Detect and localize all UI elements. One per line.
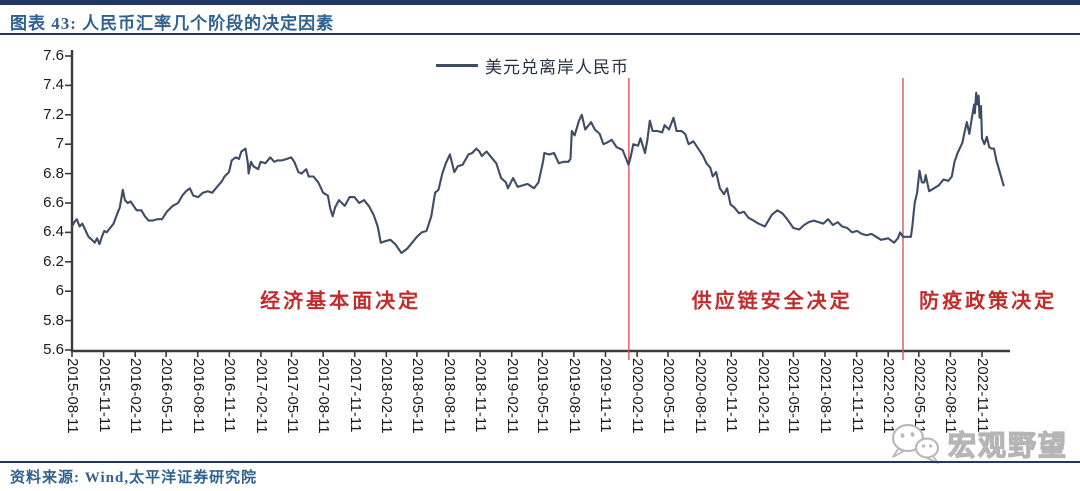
x-axis-tick-label: 2020-08-11: [691, 358, 709, 434]
y-axis-tick-label: 5.8: [43, 311, 64, 329]
y-axis-tick-label: 6.6: [43, 194, 64, 211]
x-axis-tick-label: 2016-05-11: [158, 358, 176, 434]
watermark-text: 宏观野望: [947, 429, 1069, 461]
x-axis-tick-label: 2015-08-11: [64, 358, 81, 434]
phase-annotation: 供应链安全决定: [691, 290, 853, 313]
x-axis-tick-label: 2017-02-11: [252, 358, 270, 434]
wechat-icon: [891, 423, 940, 464]
x-axis-tick-label: 2019-05-11: [534, 358, 552, 434]
y-axis-tick-label: 5.6: [43, 341, 64, 358]
source-note: 资料来源: Wind,太平洋证券研究院: [10, 470, 258, 486]
figure-title: 图表 43: 人民币汇率几个阶段的决定因素: [10, 14, 335, 33]
watermark: 宏观野望: [888, 420, 1068, 468]
x-axis-tick-label: 2017-05-11: [283, 358, 301, 434]
x-axis-tick-label: 2018-08-11: [440, 358, 458, 434]
x-axis-tick-label: 2016-02-11: [127, 358, 145, 434]
x-axis-tick-label: 2016-08-11: [189, 358, 207, 434]
x-axis-tick-label: 2021-05-11: [785, 358, 803, 434]
y-axis-tick-label: 7: [55, 135, 64, 153]
x-axis-tick-label: 2018-11-11: [472, 358, 490, 433]
y-axis-tick-label: 6: [55, 282, 64, 300]
x-axis-tick-label: 2019-02-11: [503, 358, 521, 434]
y-axis-tick-label: 6.2: [43, 252, 64, 270]
title-divider-rule: [0, 33, 1080, 35]
x-axis-tick-label: 2018-05-11: [408, 358, 426, 434]
x-axis-tick-label: 2017-08-11: [315, 358, 333, 434]
y-axis-tick-label: 7.6: [43, 47, 64, 64]
bottom-divider-rule: [0, 461, 1080, 463]
x-axis-tick-label: 2016-11-11: [221, 358, 239, 433]
x-axis-tick-label: 2021-08-11: [817, 358, 834, 434]
legend-label: 美元兑离岸人民币: [485, 58, 629, 77]
y-axis-tick-label: 7.4: [43, 76, 64, 94]
y-axis-tick-label: 6.4: [43, 223, 64, 241]
x-axis-tick-label: 2015-11-11: [95, 358, 113, 433]
x-axis-tick-label: 2021-02-11: [754, 358, 772, 434]
phase-annotation: 经济基本面决定: [260, 290, 422, 313]
series-line-usdcnh: [70, 91, 1005, 255]
x-axis-tick-label: 2017-11-11: [346, 358, 364, 433]
x-axis-tick-label: 2019-11-11: [597, 358, 615, 433]
x-axis-tick-label: 2021-11-11: [848, 358, 866, 433]
y-axis-tick-label: 6.8: [43, 164, 64, 182]
x-axis-tick-label: 2020-05-11: [660, 358, 678, 434]
phase-annotation: 防疫政策决定: [919, 290, 1058, 313]
x-axis-tick-label: 2020-11-11: [723, 358, 741, 433]
legend-line-swatch: [436, 64, 478, 67]
chart-legend: 美元兑离岸人民币: [436, 53, 629, 78]
x-axis-tick-label: 2019-08-11: [565, 358, 583, 434]
top-divider-rule: [0, 0, 1080, 5]
x-axis-tick-label: 2018-02-11: [378, 358, 396, 434]
y-axis-tick-label: 7.2: [43, 105, 64, 123]
x-axis-tick-label: 2020-02-11: [629, 358, 647, 434]
